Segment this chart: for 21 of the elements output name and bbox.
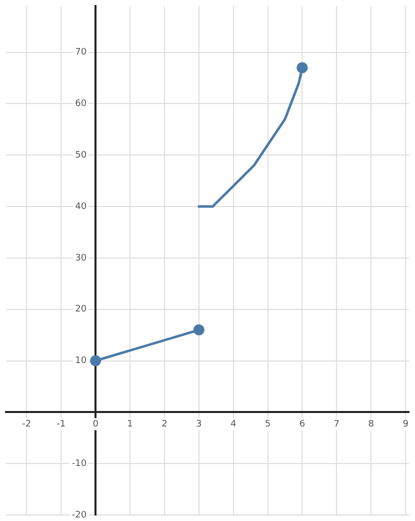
y-tick-label: 60 (75, 99, 87, 110)
y-tick-label: 40 (75, 202, 87, 212)
x-tick-label: 1 (127, 420, 133, 430)
x-tick-label: -2 (22, 420, 32, 430)
y-tick-label: 20 (75, 304, 87, 315)
x-tick-label: 8 (368, 420, 374, 430)
y-tick-label: 50 (75, 150, 87, 160)
x-tick-label: -1 (56, 420, 66, 430)
x-tick-label: 5 (264, 420, 271, 430)
x-tick-label: 3 (196, 420, 202, 430)
x-tick-label: 4 (230, 420, 236, 430)
y-tick-label: -20 (72, 510, 87, 520)
y-tick-label: 10 (75, 356, 87, 366)
x-tick-label: 7 (334, 420, 340, 430)
x-tick-label: 0 (92, 420, 99, 430)
y-tick-label: 30 (75, 253, 87, 264)
x-tick-label: 6 (299, 420, 306, 430)
y-tick-label: -10 (72, 458, 87, 469)
y-tick-label: 70 (75, 48, 87, 58)
x-tick-label: 9 (402, 420, 409, 430)
x-tick-label: 2 (162, 420, 168, 430)
